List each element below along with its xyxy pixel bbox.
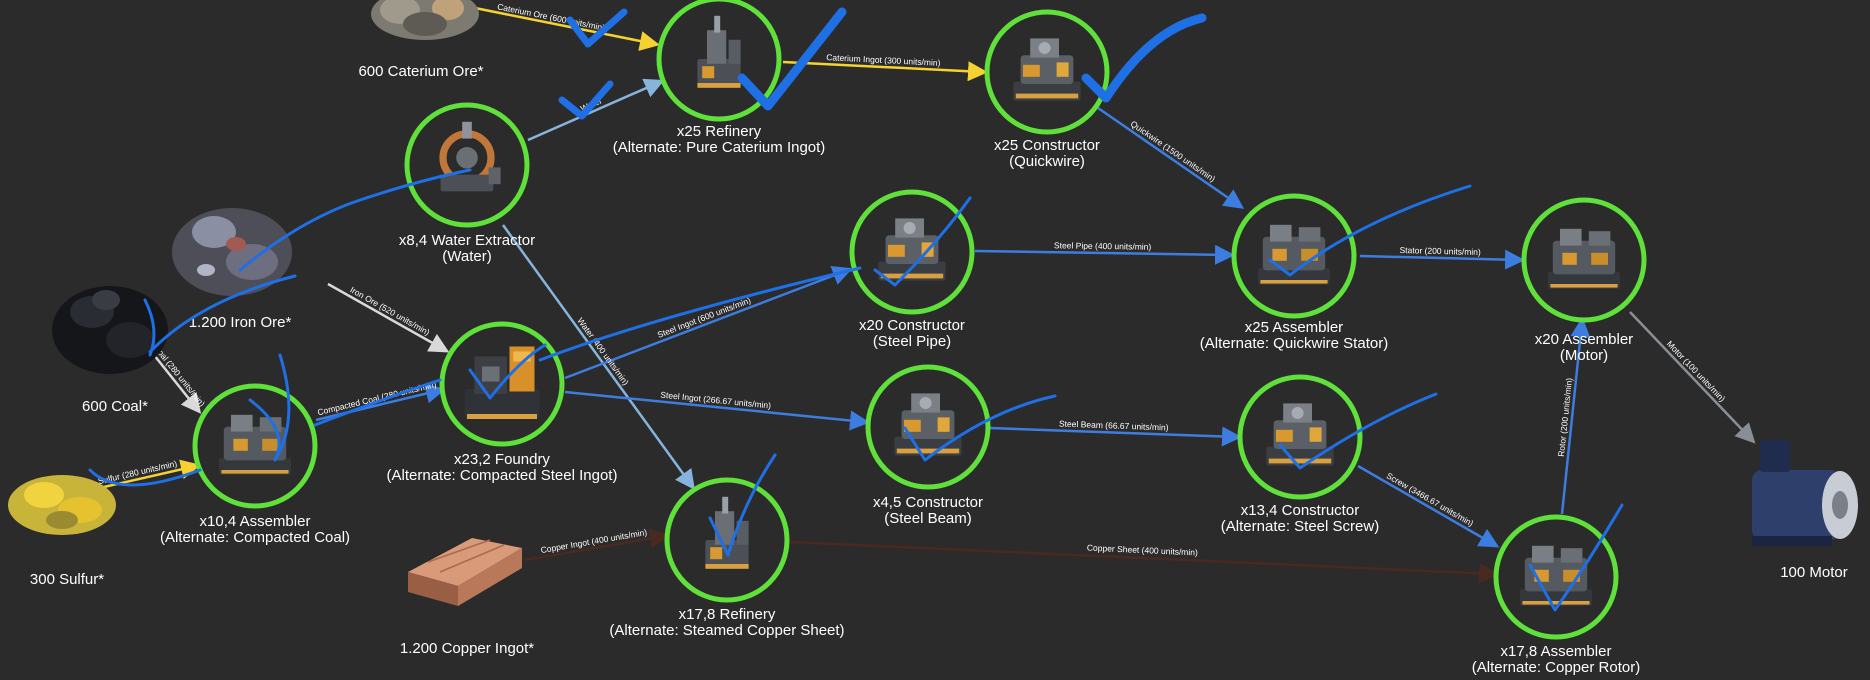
label-caterium-ore: 600 Caterium Ore* <box>358 63 483 80</box>
label-assembler-rotor-count: x17,8 Assembler <box>1501 643 1612 660</box>
scribble-assembler-coal <box>248 353 291 462</box>
label-refinery-copper-recipe: (Alternate: Steamed Copper Sheet) <box>609 622 844 639</box>
edge-copper-ingot <box>524 528 670 562</box>
checkmark-caterium-ore <box>566 8 628 48</box>
node-assembler-stator[interactable] <box>1231 193 1357 319</box>
label-coal: 600 Coal* <box>82 398 148 415</box>
edge-label-compacted-coal: Compacted Coal (280 units/min) <box>316 379 437 417</box>
label-constructor-pipe-count: x20 Constructor <box>859 317 965 334</box>
label-sulfur: 300 Sulfur* <box>30 571 104 588</box>
edge-steel-pipe <box>974 244 1235 265</box>
edge-water-to-refinery <box>527 78 665 142</box>
edge-steel-ingot-pipe <box>564 266 853 380</box>
node-constructor-quickwire[interactable] <box>984 9 1110 135</box>
edge-steel-beam <box>989 426 1242 447</box>
label-assembler-rotor-recipe: (Alternate: Copper Rotor) <box>1472 659 1640 676</box>
sulfur-icon <box>8 475 116 535</box>
label-copper-ingot: 1.200 Copper Ingot* <box>400 640 534 657</box>
label-assembler-coal-count: x10,4 Assembler <box>200 513 311 530</box>
edge-quickwire <box>1097 106 1245 209</box>
checkmark-water <box>558 80 614 120</box>
edge-iron-ore <box>327 282 450 353</box>
label-constructor-beam-count: x4,5 Constructor <box>873 494 983 511</box>
label-assembler-coal-recipe: (Alternate: Compacted Coal) <box>160 529 350 546</box>
label-constructor-quickwire-recipe: (Quickwire) <box>1009 153 1085 170</box>
edge-caterium-ingot <box>782 60 988 82</box>
edge-label-iron-ore: Iron Ore (520 units/min) <box>348 284 431 337</box>
edge-stator <box>1359 249 1525 270</box>
label-constructor-beam-recipe: (Steel Beam) <box>884 510 972 527</box>
edge-label-caterium-ore: Caterium Ore (600 units/min) <box>496 1 606 32</box>
scribble-copper-sheet <box>708 453 777 557</box>
node-constructor-steel-screw[interactable] <box>1237 374 1363 500</box>
edge-label-screw: Screw (3466.67 units/min) <box>1385 470 1476 528</box>
label-assembler-motor-recipe: (Motor) <box>1560 347 1608 364</box>
edge-label-steel-pipe: Steel Pipe (400 units/min) <box>1054 240 1152 252</box>
label-refinery-caterium-recipe: (Alternate: Pure Caterium Ingot) <box>613 139 826 156</box>
scribble-rotor <box>1528 503 1624 612</box>
scribble-beam <box>903 394 1057 462</box>
scribble-iron-to-coal <box>148 274 297 354</box>
edge-label-motor: Motor (100 units/min) <box>1665 339 1728 404</box>
edge-label-stator: Stator (200 units/min) <box>1399 245 1481 257</box>
node-assembler-compacted-coal[interactable] <box>192 383 318 509</box>
scribble-stator <box>1268 184 1472 277</box>
node-constructor-steel-pipe[interactable] <box>849 189 975 315</box>
label-constructor-screw-recipe: (Alternate: Steel Screw) <box>1221 518 1379 535</box>
label-constructor-screw-count: x13,4 Constructor <box>1241 502 1359 519</box>
labels: 600 Caterium Ore* 1.200 Iron Ore* 600 Co… <box>30 63 1848 676</box>
scribble-foundry-left <box>313 378 442 427</box>
node-refinery-copper-sheet[interactable] <box>664 477 790 603</box>
scribble-foundry <box>468 343 547 400</box>
scribble-pipe <box>873 196 972 287</box>
scribble-foundry-right <box>538 266 862 362</box>
edge-rotor <box>1560 317 1591 515</box>
label-motor: 100 Motor <box>1780 564 1848 581</box>
label-assembler-stator-count: x25 Assembler <box>1245 319 1343 336</box>
copper-ingot-icon <box>408 538 522 606</box>
label-assembler-stator-recipe: (Alternate: Quickwire Stator) <box>1200 335 1388 352</box>
edge-label-steel-beam: Steel Beam (66.67 units/min) <box>1059 419 1169 433</box>
scribble-iron-ore <box>238 168 472 272</box>
edge-screw <box>1357 464 1500 548</box>
scribble-screw <box>1278 392 1438 470</box>
edges <box>81 0 1756 584</box>
node-assembler-copper-rotor[interactable] <box>1493 514 1619 640</box>
scribble-coal <box>143 298 156 357</box>
label-water-extractor-count: x8,4 Water Extractor <box>399 232 535 249</box>
edge-water-to-copper <box>501 224 695 491</box>
node-water-extractor[interactable] <box>404 102 530 228</box>
caterium-ore-icon <box>371 0 479 40</box>
checkmark-refinery <box>737 7 847 111</box>
motor-icon <box>1752 440 1858 546</box>
edge-caterium-ore <box>444 0 660 51</box>
label-iron-ore: 1.200 Iron Ore* <box>189 314 292 331</box>
label-foundry-recipe: (Alternate: Compacted Steel Ingot) <box>387 467 618 484</box>
coal-icon <box>52 286 168 374</box>
label-assembler-motor-count: x20 Assembler <box>1535 331 1633 348</box>
label-refinery-copper-count: x17,8 Refinery <box>679 606 776 623</box>
edge-label-quickwire: Quickwire (1500 units/min) <box>1129 119 1218 184</box>
node-constructor-steel-beam[interactable] <box>865 364 991 490</box>
label-refinery-caterium-count: x25 Refinery <box>677 123 762 140</box>
node-assembler-motor[interactable] <box>1521 197 1647 323</box>
edge-label-coal: Coal (280 units/min) <box>152 343 207 409</box>
edge-steel-ingot-beam <box>564 390 870 431</box>
edge-coal <box>149 349 202 414</box>
edge-label-water-to-copper: Water (400 units/min) <box>575 316 631 388</box>
edge-copper-sheet <box>789 540 1499 584</box>
edge-compacted-coal <box>315 383 446 422</box>
edge-motor <box>1629 311 1756 444</box>
label-constructor-pipe-recipe: (Steel Pipe) <box>873 333 951 350</box>
scribble-sulfur <box>88 468 202 487</box>
checkmark-constructor-quickwire <box>1081 13 1207 103</box>
label-foundry-count: x23,2 Foundry <box>454 451 550 468</box>
handwritten-annotations <box>88 7 1624 612</box>
label-constructor-quickwire-count: x25 Constructor <box>994 137 1100 154</box>
label-water-extractor-recipe: (Water) <box>442 248 491 265</box>
